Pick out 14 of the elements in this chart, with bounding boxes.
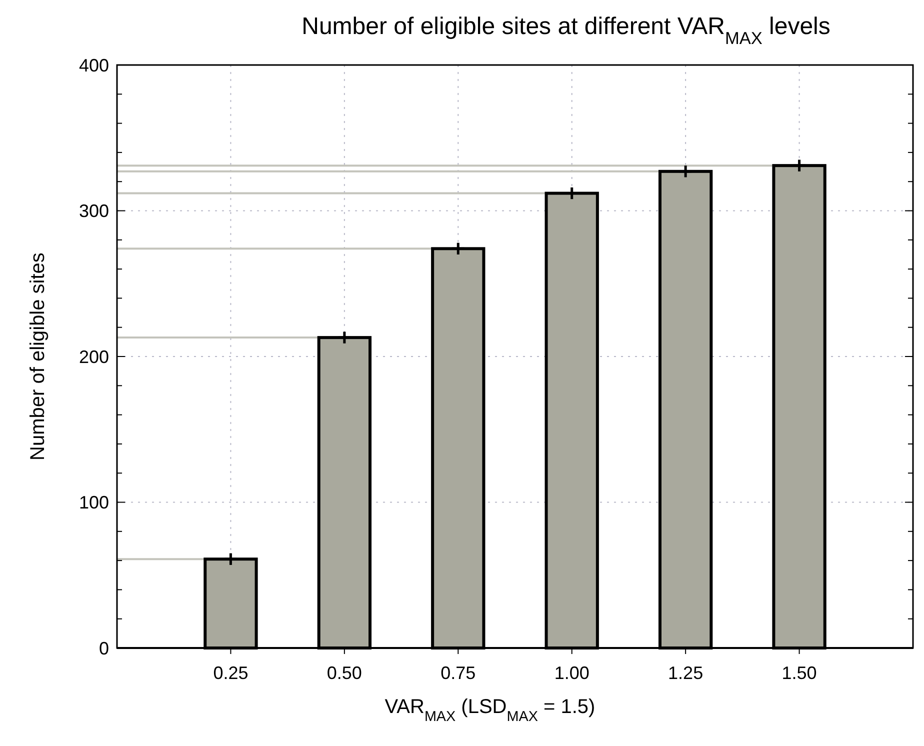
x-axis-title: VAR$_{MAX}$ (LSD$_{MAX}$ = 1.5) (384, 696, 596, 725)
y-tick-label: 0 (98, 638, 109, 658)
x-tick-label: 1.00 (554, 663, 590, 683)
y-tick-label: 200 (78, 346, 109, 367)
x-tick-label: 0.50 (326, 663, 362, 683)
y-tick-label: 300 (78, 201, 109, 222)
x-tick-label: 1.50 (782, 663, 817, 683)
x-tick-label: 1.25 (668, 663, 704, 683)
x-tick-label: 0.25 (213, 663, 248, 683)
y-axis-title: Number of eligible sites (27, 252, 49, 460)
y-tick-label: 400 (78, 55, 109, 76)
chart-title: Number of eligible sites at different VAR$_{MAX}$ levels (302, 13, 830, 48)
y-tick-label: 100 (78, 492, 109, 513)
x-tick-label: 0.75 (440, 663, 476, 683)
